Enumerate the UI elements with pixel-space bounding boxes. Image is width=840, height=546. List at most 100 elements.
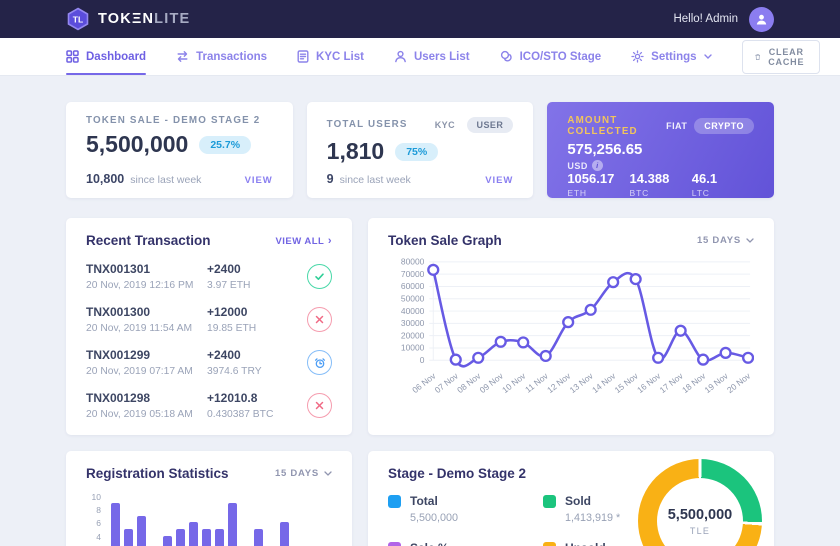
navbar: Dashboard Transactions KYC List Users Li… bbox=[0, 38, 840, 76]
stage-title: Stage - Demo Stage 2 bbox=[388, 466, 527, 481]
nav-item-settings[interactable]: Settings bbox=[631, 38, 712, 75]
svg-text:50000: 50000 bbox=[401, 294, 425, 304]
transaction-row[interactable]: TNX001298 20 Nov, 2019 05:18 AM +12010.8… bbox=[86, 391, 332, 420]
amount-toggle-fiat[interactable]: FIAT bbox=[666, 121, 688, 131]
amount-collected-title: AMOUNT COLLECTED bbox=[567, 115, 638, 137]
stage-legend: Total 5,500,000 Sold 1,413,919 * Sale % bbox=[388, 494, 754, 546]
svg-text:16 Nov: 16 Nov bbox=[635, 370, 663, 395]
total-users-card: TOTAL USERS KYC USER 1,810 75% 9 since l… bbox=[306, 102, 534, 198]
check-icon bbox=[315, 273, 324, 280]
coin-eth: 1056.17 ETH bbox=[567, 171, 615, 198]
nav-item-users-list[interactable]: Users List bbox=[394, 38, 470, 75]
grid-icon bbox=[66, 50, 79, 63]
svg-text:10 Nov: 10 Nov bbox=[500, 370, 528, 395]
svg-text:08 Nov: 08 Nov bbox=[455, 370, 483, 395]
nav-item-kyc-list[interactable]: KYC List bbox=[297, 38, 364, 75]
svg-text:30000: 30000 bbox=[401, 318, 425, 328]
recent-transactions-card: Recent Transaction VIEW ALL TNX001301 20… bbox=[66, 218, 352, 435]
stage-card: Stage - Demo Stage 2 Total 5,500,000 Sol… bbox=[368, 451, 774, 546]
document-list-icon bbox=[297, 50, 309, 63]
svg-text:13 Nov: 13 Nov bbox=[568, 370, 596, 395]
person-icon bbox=[756, 14, 767, 24]
amount-collected-card: AMOUNT COLLECTED FIAT CRYPTO 575,256.65 … bbox=[547, 102, 774, 198]
nav-item-ico-sto-stage[interactable]: ICO/STO Stage bbox=[500, 38, 601, 75]
token-sale-line-chart: 0 10000 20000 30000 40000 50000 60000 70000 8000… bbox=[401, 257, 755, 395]
svg-text:70000: 70000 bbox=[401, 269, 425, 279]
svg-text:18 Nov: 18 Nov bbox=[680, 370, 708, 395]
token-sale-badge: 25.7% bbox=[199, 135, 252, 154]
chevron-down-icon bbox=[703, 54, 712, 59]
users-toggle-user[interactable]: USER bbox=[466, 117, 514, 133]
amount-toggle-crypto[interactable]: CRYPTO bbox=[694, 118, 754, 134]
legend-swatch bbox=[388, 542, 401, 546]
svg-text:20000: 20000 bbox=[401, 330, 425, 340]
token-sale-view-link[interactable]: VIEW bbox=[244, 175, 273, 186]
user-avatar[interactable] bbox=[749, 6, 774, 32]
transaction-row[interactable]: TNX001301 20 Nov, 2019 12:16 PM +2400 3.… bbox=[86, 262, 332, 291]
svg-text:0: 0 bbox=[420, 355, 425, 365]
topbar: TL TOKΞNLITE Hello! Admin bbox=[0, 0, 840, 38]
bottom-row: Registration Statistics 15 DAYS 108642 S… bbox=[66, 451, 774, 546]
view-all-link[interactable]: VIEW ALL bbox=[275, 235, 332, 247]
nav-item-transactions[interactable]: Transactions bbox=[176, 38, 267, 75]
svg-text:17 Nov: 17 Nov bbox=[658, 370, 686, 395]
legend-swatch bbox=[543, 542, 556, 546]
brand-text: TOKΞNLITE bbox=[98, 11, 191, 27]
token-graph-range-dropdown[interactable]: 15 DAYS bbox=[697, 235, 754, 246]
transaction-row[interactable]: TNX001300 20 Nov, 2019 11:54 AM +12000 1… bbox=[86, 305, 332, 334]
token-graph-title: Token Sale Graph bbox=[388, 233, 502, 248]
token-sale-value: 5,500,000 bbox=[86, 131, 189, 157]
svg-text:80000: 80000 bbox=[401, 257, 425, 267]
svg-text:09 Nov: 09 Nov bbox=[478, 370, 506, 395]
transactions-title: Recent Transaction bbox=[86, 233, 211, 248]
total-users-delta-label: since last week bbox=[339, 174, 411, 186]
legend-item-sale-pct: Sale % 25.7% Sold bbox=[388, 541, 543, 546]
stat-cards-row: TOKEN SALE - DEMO STAGE 2 5,500,000 25.7… bbox=[66, 102, 774, 198]
svg-text:06 Nov: 06 Nov bbox=[410, 370, 438, 395]
legend-item-unsold: Unsold 4,086,082 bbox=[543, 541, 698, 546]
svg-text:20 Nov: 20 Nov bbox=[725, 370, 753, 395]
token-sale-graph-card: Token Sale Graph 15 DAYS 0 10000 20000 3000… bbox=[368, 218, 774, 435]
legend-swatch bbox=[388, 495, 401, 508]
total-users-title: TOTAL USERS bbox=[326, 118, 408, 130]
coin-totals: 1056.17 ETH 14.388 BTC 46.1 LTC bbox=[567, 171, 754, 198]
legend-item-sold: Sold 1,413,919 * bbox=[543, 494, 698, 524]
total-users-view-link[interactable]: VIEW bbox=[485, 175, 514, 186]
status-pending-badge bbox=[307, 350, 332, 375]
token-sale-title: TOKEN SALE - DEMO STAGE 2 bbox=[86, 115, 261, 126]
total-users-value: 1,810 bbox=[326, 138, 385, 164]
status-confirmed-badge bbox=[307, 264, 332, 289]
transaction-row[interactable]: TNX001299 20 Nov, 2019 07:17 AM +2400 39… bbox=[86, 348, 332, 377]
svg-text:10000: 10000 bbox=[401, 343, 425, 353]
coin-btc: 14.388 BTC bbox=[629, 171, 670, 198]
coin-ltc: 46.1 LTC bbox=[691, 171, 718, 198]
total-users-badge: 75% bbox=[395, 142, 439, 161]
clock-icon bbox=[314, 357, 325, 368]
user-greeting: Hello! Admin bbox=[673, 13, 738, 25]
info-icon[interactable] bbox=[591, 160, 603, 171]
svg-text:11 Nov: 11 Nov bbox=[523, 370, 550, 394]
middle-row: Recent Transaction VIEW ALL TNX001301 20… bbox=[66, 218, 774, 435]
brand-logo[interactable]: TL TOKΞNLITE bbox=[66, 7, 190, 31]
svg-text:TL: TL bbox=[73, 15, 83, 25]
reg-stats-range-dropdown[interactable]: 15 DAYS bbox=[275, 468, 332, 479]
clear-cache-button[interactable]: CLEAR CACHE bbox=[741, 39, 820, 74]
dashboard-content: TOKEN SALE - DEMO STAGE 2 5,500,000 25.7… bbox=[0, 76, 840, 546]
svg-text:12 Nov: 12 Nov bbox=[545, 370, 573, 395]
svg-text:14 Nov: 14 Nov bbox=[590, 370, 618, 395]
nav-item-dashboard[interactable]: Dashboard bbox=[66, 38, 147, 75]
svg-text:40000: 40000 bbox=[401, 306, 425, 316]
user-icon bbox=[395, 50, 406, 63]
stage-donut-chart: 5,500,000 TLE bbox=[638, 459, 762, 546]
registration-statistics-card: Registration Statistics 15 DAYS 108642 bbox=[66, 451, 352, 546]
users-toggle-kyc[interactable]: KYC bbox=[434, 120, 456, 130]
status-cancelled-badge bbox=[307, 393, 332, 418]
total-users-delta: 9 bbox=[326, 172, 334, 186]
legend-item-total: Total 5,500,000 bbox=[388, 494, 543, 524]
swap-arrows-icon bbox=[177, 51, 188, 62]
amount-collected-value: 575,256.65 bbox=[567, 141, 643, 158]
cross-icon bbox=[315, 315, 324, 324]
token-sale-delta-label: since last week bbox=[130, 174, 202, 186]
svg-text:19 Nov: 19 Nov bbox=[703, 370, 731, 395]
token-sale-card: TOKEN SALE - DEMO STAGE 2 5,500,000 25.7… bbox=[66, 102, 293, 198]
